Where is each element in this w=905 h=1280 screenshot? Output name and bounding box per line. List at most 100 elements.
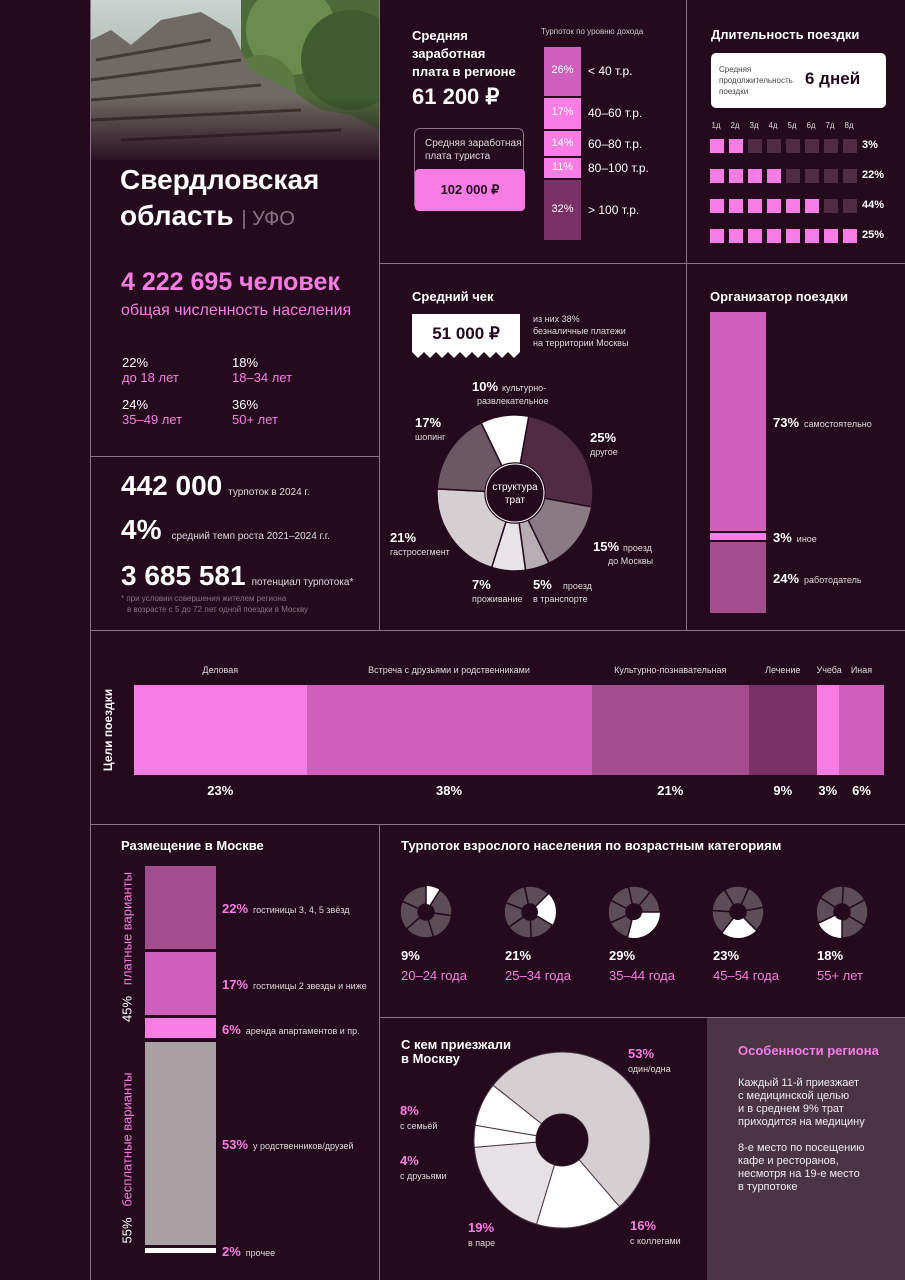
duration-cell [824, 169, 838, 183]
age-donut [399, 885, 453, 939]
check-label: проживание [472, 594, 523, 604]
age-label: 50+ лет [232, 412, 279, 427]
check-receipt: 51 000 ₽ [412, 314, 520, 358]
purpose-bar [749, 685, 817, 775]
age-slice [401, 885, 427, 910]
income-bar [544, 179, 581, 240]
duration-cell [767, 229, 781, 243]
income-label: 40–60 т.р. [588, 106, 643, 121]
age-flow-pct: 18% [817, 948, 844, 963]
check-pct: 15% [593, 539, 619, 554]
duration-card: Средняя продолжительность поездки 6 дней [711, 53, 886, 108]
duration-cell [786, 229, 800, 243]
check-label: проезд [623, 543, 653, 553]
duration-pct: 3% [862, 139, 878, 151]
company-pct: 4% [400, 1153, 419, 1168]
region-photo [91, 0, 379, 160]
features-text: несмотря на 19-е место [738, 1168, 860, 1180]
income-bar [544, 158, 581, 178]
tourist-salary-label: Средняя заработная [425, 138, 522, 149]
age-flow-label: 55+ лет [817, 968, 864, 983]
duration-cell [786, 139, 800, 153]
day-label: 3д [749, 121, 759, 130]
tourist-salary-label: плата туриста [425, 151, 491, 162]
free-pct: 55% [119, 1217, 135, 1244]
population-label: общая численность населения [121, 302, 352, 319]
duration-title: Длительность поездки [711, 27, 860, 42]
features-text: кафе и ресторанов, [738, 1155, 839, 1167]
income-bar [544, 130, 581, 157]
purposes-chart: Деловая 23% Встреча с друзьями и родственн… [134, 665, 884, 805]
duration-cell [729, 199, 743, 213]
company-label: с друзьями [400, 1171, 447, 1181]
footnote: в возрасте с 5 до 72 лет одной поездки в… [127, 605, 309, 614]
income-label: 80–100 т.р. [588, 160, 649, 175]
grid-line [379, 1017, 905, 1018]
purpose-label: Встреча с друзьями и родственниками [368, 665, 530, 675]
organizer-bar [710, 533, 766, 541]
purpose-label: Лечение [765, 665, 801, 675]
purpose-label: Учеба [816, 665, 842, 675]
check-note: на территории Москвы [533, 338, 629, 348]
duration-cell [786, 169, 800, 183]
company-pct: 8% [400, 1103, 419, 1118]
features-text: и в среднем 9% трат [738, 1103, 844, 1115]
income-label: < 40 т.р. [588, 64, 633, 79]
age-label: до 18 лет [122, 370, 179, 385]
check-slice [519, 415, 594, 508]
age-slice [523, 885, 550, 908]
accommodation-bar [145, 1041, 216, 1246]
duration-avg-label: продолжительность [719, 76, 793, 85]
check-label: шопинг [415, 432, 446, 442]
duration-avg-value: 6 дней [805, 69, 861, 88]
income-label: 60–80 т.р. [588, 136, 643, 151]
age-slice-highlight [426, 886, 440, 906]
age-flow-chart: 9% 20–24 года 21% 25–34 года 29% 35–44 года 23… [390, 880, 900, 990]
income-bar [544, 47, 581, 96]
company-donut-chart: 53% один/одна 16% с коллегами 19% в паре 4% с д… [400, 1046, 681, 1248]
duration-cell [729, 139, 743, 153]
purpose-label: Культурно-познавательная [614, 665, 727, 675]
check-value: 51 000 ₽ [432, 324, 500, 343]
age-flow-label: 35–44 года [609, 968, 675, 983]
duration-cell [843, 199, 857, 213]
purpose-pct: 9% [773, 783, 793, 798]
purpose-bar [306, 685, 592, 775]
grid-line [90, 456, 379, 457]
income-pct: 14% [551, 136, 574, 149]
accommodation-chart: 22% гостиницы 3, 4, 5 звёзд 17% гостиницы… [145, 866, 375, 1259]
accommodation-row: 22% гостиницы 3, 4, 5 звёзд [222, 900, 350, 916]
features-text: 8-е место по посещению [738, 1142, 865, 1154]
check-pct: 5% [533, 577, 552, 592]
donut-center-label: структура [492, 482, 538, 493]
check-note: безналичные платежи [533, 326, 626, 336]
company-label: с семьёй [400, 1121, 437, 1131]
check-label: в транспорте [533, 594, 588, 604]
duration-cell [748, 169, 762, 183]
duration-cell [729, 169, 743, 183]
income-pct: 32% [551, 202, 574, 215]
duration-cell [748, 229, 762, 243]
age-slice [742, 906, 765, 932]
age-donut [503, 885, 556, 939]
age-flow-label: 45–54 года [713, 968, 779, 983]
duration-cell [710, 169, 724, 183]
day-label: 6д [806, 121, 816, 130]
duration-pct: 22% [862, 169, 885, 181]
grid-line [379, 0, 380, 630]
day-label: 1д [711, 121, 721, 130]
day-label: 8д [844, 121, 854, 130]
check-pct: 17% [415, 415, 441, 430]
company-pct: 53% [628, 1046, 654, 1061]
age-flow-label: 20–24 года [401, 968, 467, 983]
purposes-axis-text: Цели поездки [101, 688, 115, 772]
income-chart: 26% < 40 т.р. 17% 40–60 т.р. 14% 60–80 т.р. 11… [544, 47, 674, 242]
features-text: с медицинской целью [738, 1090, 850, 1102]
company-title: в Москву [401, 1051, 460, 1066]
organizer-bar [710, 312, 766, 532]
duration-pct: 25% [862, 229, 885, 241]
check-slice [436, 421, 503, 493]
region-name: Свердловская [120, 164, 320, 195]
check-label: развлекательное [477, 396, 548, 406]
grid-line [90, 630, 905, 631]
